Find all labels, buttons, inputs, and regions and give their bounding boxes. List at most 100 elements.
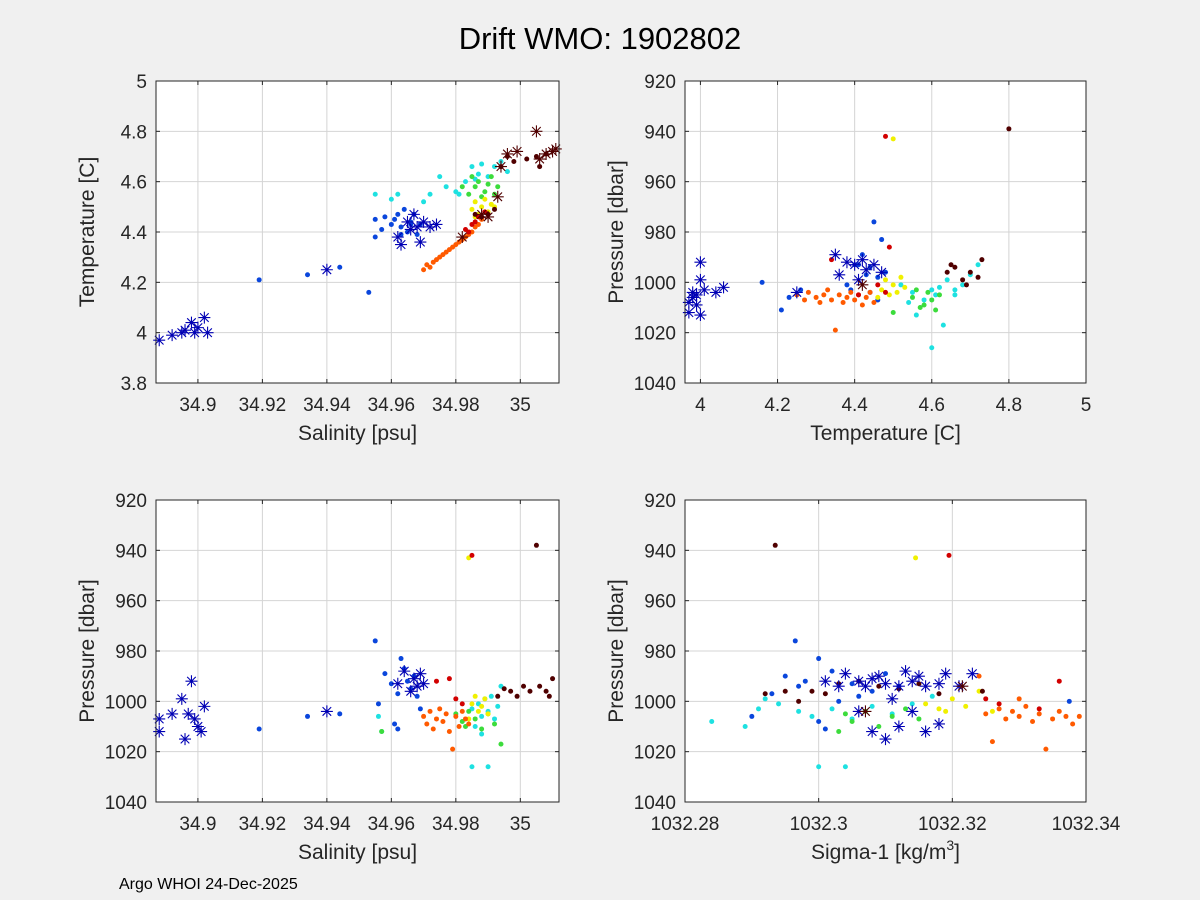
star-marker: [414, 667, 427, 680]
star-marker: [682, 296, 695, 309]
data-point: [798, 287, 804, 293]
data-point: [871, 219, 877, 225]
data-point: [960, 282, 966, 288]
data-point: [786, 294, 792, 300]
data-point: [475, 171, 481, 177]
star-marker: [179, 733, 192, 746]
data-point: [372, 216, 378, 222]
data-point: [446, 676, 452, 682]
data-point: [948, 262, 954, 268]
data-point: [1066, 698, 1072, 704]
star-marker: [899, 665, 912, 678]
data-point: [485, 711, 491, 717]
x-tick-label: 5: [1081, 395, 1092, 416]
star-marker: [494, 160, 507, 173]
data-point: [479, 161, 485, 167]
data-point: [453, 696, 459, 702]
star-marker: [892, 680, 905, 693]
data-point: [372, 638, 378, 644]
data-point: [909, 294, 915, 300]
data-point: [459, 701, 465, 707]
data-point: [463, 179, 469, 185]
y-axis-label: Pressure [dbar]: [605, 579, 628, 723]
data-point: [869, 703, 875, 709]
data-point: [879, 287, 885, 293]
data-point: [475, 179, 481, 185]
x-axis-label-text: Salinity [psu]: [298, 422, 417, 445]
data-point: [492, 721, 498, 727]
data-point: [1036, 706, 1042, 712]
y-tick-label: 3.8: [121, 374, 147, 395]
star-marker: [919, 725, 932, 738]
data-point: [842, 764, 848, 770]
data-point: [372, 234, 378, 240]
axes-pressure-vs-salinity: 34.9 34.92 34.94 34.96 34.98 35 920 940 960 980 10…: [76, 491, 560, 864]
data-point: [923, 701, 929, 707]
star-marker: [501, 147, 514, 160]
data-point: [983, 711, 989, 717]
data-point: [524, 156, 530, 162]
data-point: [921, 297, 927, 303]
data-point: [836, 698, 842, 704]
data-point: [437, 706, 443, 712]
y-tick-label: 940: [644, 541, 676, 562]
data-point: [1056, 678, 1062, 684]
data-point: [996, 701, 1002, 707]
data-point: [382, 214, 388, 220]
data-point: [1003, 716, 1009, 722]
star-marker: [411, 680, 424, 693]
data-point: [472, 693, 478, 699]
star-marker: [166, 329, 179, 342]
data-point: [388, 221, 394, 227]
data-point: [802, 678, 808, 684]
data-point: [921, 302, 927, 308]
data-point: [388, 196, 394, 202]
star-marker: [833, 268, 846, 281]
data-point: [844, 294, 850, 300]
data-point: [989, 708, 995, 714]
data-point: [952, 292, 958, 298]
data-point: [437, 174, 443, 180]
y-tick-label: 980: [644, 642, 676, 663]
data-point: [809, 688, 815, 694]
footer-credit: Argo WHOI 24-Dec-2025: [119, 876, 298, 893]
data-point: [488, 174, 494, 180]
data-point: [1070, 721, 1076, 727]
star-marker: [872, 670, 885, 683]
data-point: [508, 688, 514, 694]
data-point: [890, 310, 896, 316]
data-point: [1023, 703, 1029, 709]
y-tick-label: 980: [644, 223, 676, 244]
data-point: [482, 196, 488, 202]
star-marker: [198, 311, 211, 324]
x-tick-label: 1032.32: [918, 814, 987, 835]
star-marker: [709, 286, 722, 299]
data-point: [829, 668, 835, 674]
star-marker: [404, 685, 417, 698]
data-point: [443, 711, 449, 717]
star-marker: [859, 680, 872, 693]
data-point: [472, 219, 478, 225]
star-marker: [191, 720, 204, 733]
data-point: [392, 216, 398, 222]
data-point: [867, 289, 873, 295]
data-point: [816, 656, 822, 662]
data-point: [427, 708, 433, 714]
data-point: [479, 731, 485, 737]
star-marker: [191, 321, 204, 334]
x-axis-label-text: Sigma-1 [kg/m: [811, 841, 946, 864]
data-point: [1009, 708, 1015, 714]
star-marker: [819, 675, 832, 688]
star-marker: [906, 675, 919, 688]
data-point: [886, 244, 892, 250]
data-point: [979, 688, 985, 694]
data-point: [459, 184, 465, 190]
data-point: [421, 713, 427, 719]
data-point: [472, 184, 478, 190]
data-point: [782, 688, 788, 694]
data-point: [459, 708, 465, 714]
star-marker: [153, 725, 166, 738]
star-marker: [852, 705, 865, 718]
star-marker: [195, 725, 208, 738]
x-tick-label: 34.96: [368, 395, 416, 416]
